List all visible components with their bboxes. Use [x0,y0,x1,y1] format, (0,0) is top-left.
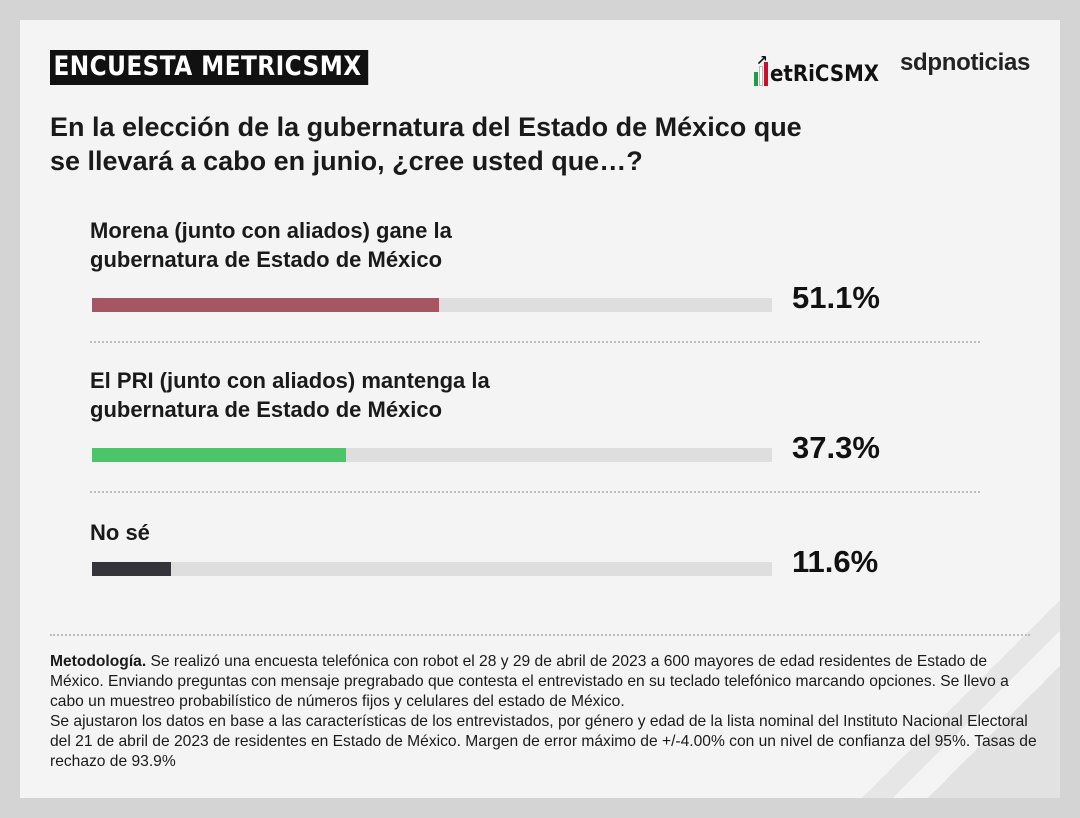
poll-card: ENCUESTA METRICSMX ↗ etRiCSMX sdpnoticia… [20,20,1060,798]
bar-item: Morena (junto con aliados) gane la guber… [90,216,990,315]
bar-value-label: 37.3% [792,430,880,465]
methodology-text: Se realizó una encuesta telefónica con r… [50,653,1009,710]
bar-track [92,448,772,462]
bar [92,562,171,576]
bar [92,298,440,312]
bar-category-label: Morena (junto con aliados) gane la guber… [90,218,452,272]
divider [50,634,1030,636]
flag-bars-icon: ↗ [754,52,768,86]
sdpnoticias-logo: sdpnoticias [900,49,1031,76]
bar-item: No sé 11.6% [90,518,990,579]
bar-track [92,562,772,576]
bar-track [92,298,772,312]
methodology: Metodología. Se realizó una encuesta tel… [50,652,1040,772]
bar-value-label: 11.6% [792,544,879,579]
divider [90,491,980,493]
bar-item: El PRI (junto con aliados) mantenga la g… [90,366,990,465]
divider [90,341,980,343]
metricsmx-logo-text: etRiCSMX [770,62,880,87]
bar [92,448,346,462]
methodology-text-2: Se ajustaron los datos en base a las car… [50,713,1037,770]
question-title: En la elección de la gubernatura del Est… [50,112,802,176]
bar-category-label: No sé [90,520,150,545]
bar-category-label: El PRI (junto con aliados) mantenga la g… [90,368,490,422]
survey-badge: ENCUESTA METRICSMX [50,50,369,85]
metricsmx-logo: ↗ etRiCSMX [754,50,891,86]
corner-decoration [840,578,1060,798]
methodology-label: Metodología. [50,653,147,670]
bar-value-label: 51.1% [792,280,880,315]
